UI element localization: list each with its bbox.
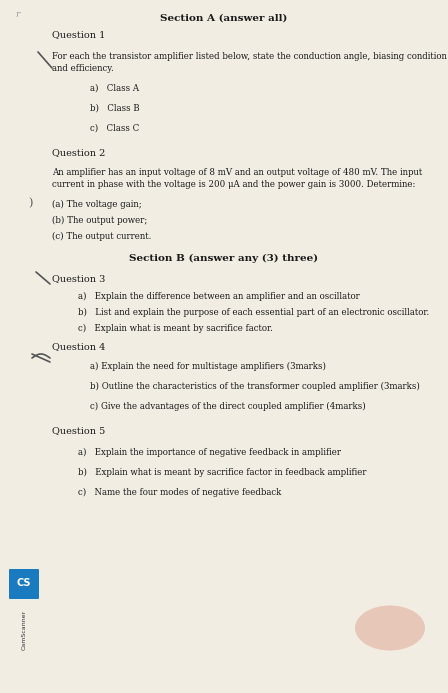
Text: ): ) bbox=[28, 198, 32, 209]
Text: b) Outline the characteristics of the transformer coupled amplifier (3marks): b) Outline the characteristics of the tr… bbox=[90, 382, 420, 391]
Text: b)   Class B: b) Class B bbox=[90, 104, 140, 113]
Text: Question 4: Question 4 bbox=[52, 342, 105, 351]
Text: For each the transistor amplifier listed below, state the conduction angle, bias: For each the transistor amplifier listed… bbox=[52, 52, 447, 61]
Text: b)   List and explain the purpose of each essential part of an electronic oscill: b) List and explain the purpose of each … bbox=[78, 308, 429, 317]
Ellipse shape bbox=[355, 606, 425, 651]
Text: Question 1: Question 1 bbox=[52, 30, 105, 39]
Text: Question 2: Question 2 bbox=[52, 148, 105, 157]
Text: a)   Explain the importance of negative feedback in amplifier: a) Explain the importance of negative fe… bbox=[78, 448, 341, 457]
Text: (b) The output power;: (b) The output power; bbox=[52, 216, 147, 225]
Text: current in phase with the voltage is 200 μA and the power gain is 3000. Determin: current in phase with the voltage is 200… bbox=[52, 180, 415, 189]
Text: a)   Explain the difference between an amplifier and an oscillator: a) Explain the difference between an amp… bbox=[78, 292, 360, 301]
Text: r: r bbox=[15, 10, 19, 19]
Text: CS: CS bbox=[17, 577, 31, 588]
Text: (c) The output current.: (c) The output current. bbox=[52, 232, 151, 241]
Text: and efficiency.: and efficiency. bbox=[52, 64, 114, 73]
Text: a) Explain the need for multistage amplifiers (3marks): a) Explain the need for multistage ampli… bbox=[90, 362, 326, 371]
Text: (a) The voltage gain;: (a) The voltage gain; bbox=[52, 200, 142, 209]
Text: Question 3: Question 3 bbox=[52, 274, 105, 283]
Text: a)   Class A: a) Class A bbox=[90, 84, 139, 93]
Text: Section A (answer all): Section A (answer all) bbox=[160, 14, 288, 23]
Text: Section B (answer any (3) three): Section B (answer any (3) three) bbox=[129, 254, 319, 263]
Text: c)   Name the four modes of negative feedback: c) Name the four modes of negative feedb… bbox=[78, 488, 281, 497]
Text: CamScanner: CamScanner bbox=[22, 610, 26, 650]
FancyBboxPatch shape bbox=[9, 569, 39, 599]
Text: c) Give the advantages of the direct coupled amplifier (4marks): c) Give the advantages of the direct cou… bbox=[90, 402, 366, 411]
Text: Question 5: Question 5 bbox=[52, 426, 105, 435]
Text: c)   Explain what is meant by sacrifice factor.: c) Explain what is meant by sacrifice fa… bbox=[78, 324, 273, 333]
Text: b)   Explain what is meant by sacrifice factor in feedback amplifier: b) Explain what is meant by sacrifice fa… bbox=[78, 468, 366, 477]
Text: An amplifier has an input voltage of 8 mV and an output voltage of 480 mV. The i: An amplifier has an input voltage of 8 m… bbox=[52, 168, 422, 177]
Text: c)   Class C: c) Class C bbox=[90, 124, 139, 133]
